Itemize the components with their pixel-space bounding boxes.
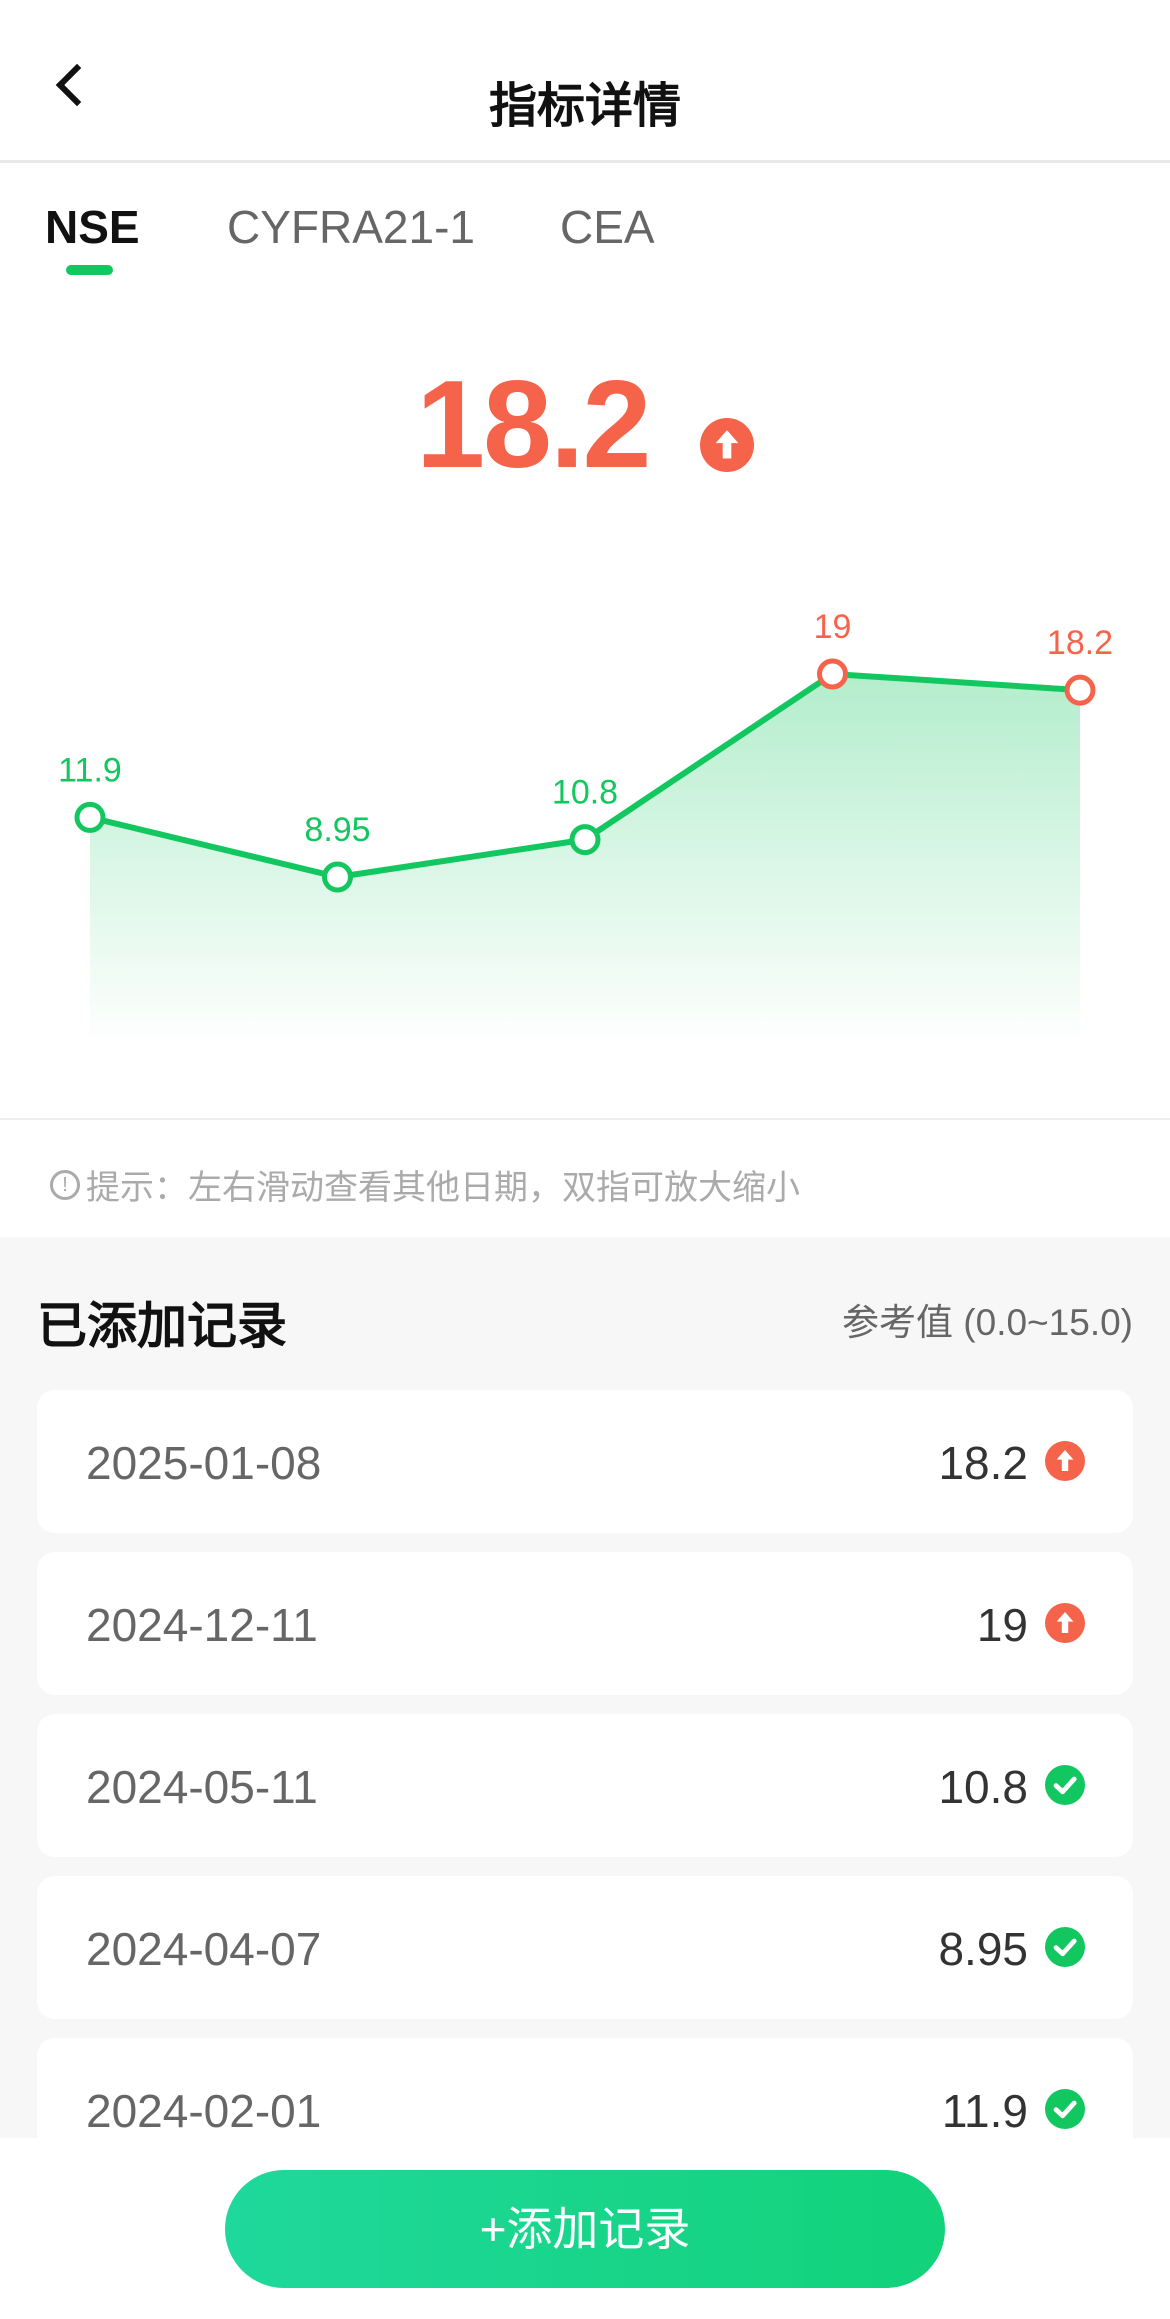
divider — [0, 1118, 1170, 1120]
info-icon: ! — [50, 1169, 80, 1200]
tab-nse[interactable]: NSE — [45, 201, 140, 253]
check-circle-icon — [1045, 2089, 1085, 2129]
current-value-text: 18.2 — [416, 356, 651, 495]
record-date: 2024-05-11 — [86, 1761, 318, 1813]
header: 指标详情 — [0, 0, 1170, 163]
record-value: 19 — [976, 1599, 1028, 1651]
arrow-up-circle-icon — [1045, 1441, 1085, 1481]
record-date: 2025-01-08 — [86, 1437, 322, 1489]
page-title: 指标详情 — [488, 80, 681, 133]
chart-data-label: 11.9 — [58, 751, 122, 789]
check-circle-icon — [1045, 1927, 1085, 1967]
arrow-up-circle-icon — [1045, 1603, 1085, 1643]
record-value: 8.95 — [938, 1923, 1028, 1975]
chart-point[interactable] — [817, 658, 848, 690]
record-value: 11.9 — [941, 2085, 1028, 2137]
record-date: 2024-02-01 — [86, 2085, 322, 2137]
record-value: 18.2 — [938, 1437, 1028, 1489]
reference-range: 参考值 (0.0~15.0) — [842, 1302, 1133, 1343]
chart-point[interactable] — [569, 824, 601, 856]
hint: ! 提示：左右滑动查看其他日期，双指可放大缩小 — [50, 1160, 800, 1209]
chart-point[interactable] — [74, 801, 106, 833]
record-row[interactable]: 2024-04-07 8.95 — [37, 1876, 1133, 2019]
hint-text: 提示：左右滑动查看其他日期，双指可放大缩小 — [86, 1169, 800, 1207]
chart-data-label: 18.2 — [1047, 624, 1113, 662]
arrow-up-circle-icon — [699, 418, 754, 473]
trend-chart[interactable]: 11.9 8.95 10.8 19 18.2 — [0, 560, 1170, 1120]
chart-area — [90, 673, 1080, 1045]
tab-cyfra21-1[interactable]: CYFRA21-1 — [227, 201, 475, 253]
chart-point[interactable] — [1064, 674, 1096, 706]
chart-point[interactable] — [322, 861, 353, 893]
record-row[interactable]: 2025-01-08 18.2 — [37, 1390, 1133, 1533]
active-tab-indicator — [66, 265, 113, 275]
record-row[interactable]: 2024-12-11 19 — [37, 1552, 1133, 1695]
chart-data-label: 8.95 — [304, 811, 370, 849]
record-value: 10.8 — [938, 1761, 1028, 1813]
record-date: 2024-04-07 — [86, 1923, 322, 1975]
current-value: 18.2 — [0, 345, 1170, 496]
chart-data-label: 19 — [814, 608, 852, 646]
check-circle-icon — [1045, 1765, 1085, 1805]
chart-data-label: 10.8 — [552, 774, 618, 812]
record-date: 2024-12-11 — [86, 1599, 318, 1651]
tab-cea[interactable]: CEA — [560, 201, 655, 253]
add-record-button[interactable]: +添加记录 — [225, 2170, 945, 2288]
records-title: 已添加记录 — [37, 1298, 287, 1354]
record-row[interactable]: 2024-05-11 10.8 — [37, 1714, 1133, 1857]
